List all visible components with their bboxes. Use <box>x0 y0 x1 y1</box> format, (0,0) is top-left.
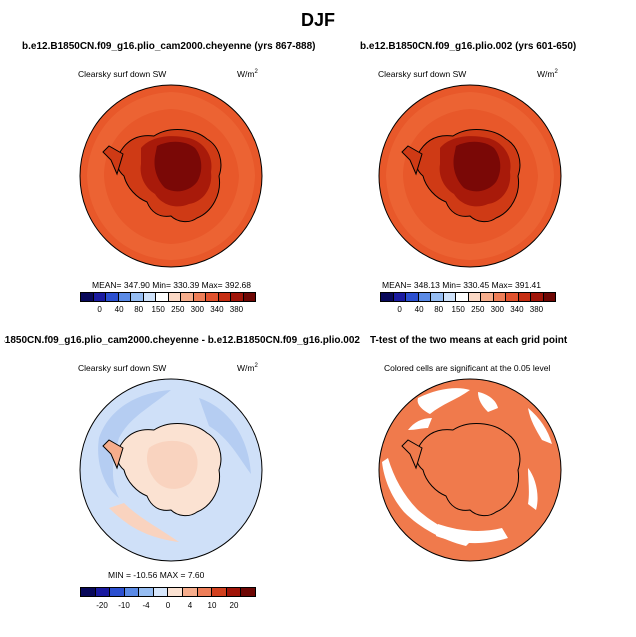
colorbar-cell <box>118 293 131 301</box>
panel2-map <box>378 84 562 268</box>
colorbar-cell <box>124 588 140 596</box>
colorbar-tick-label: 250 <box>171 305 185 314</box>
colorbar-cell <box>443 293 456 301</box>
colorbar-tick-label: 20 <box>229 601 239 610</box>
colorbar-cell <box>183 588 198 596</box>
colorbar-cell <box>181 293 194 301</box>
colorbar-cell <box>212 588 227 596</box>
panel2-variable: Clearsky surf down SW <box>378 69 467 79</box>
panel4-antarctica <box>415 423 521 517</box>
panel1-map <box>79 84 263 268</box>
colorbar-cell <box>110 588 125 596</box>
colorbar-tick-label: 40 <box>114 305 124 314</box>
panel1-variable: Clearsky surf down SW <box>78 69 167 79</box>
panel2-title: b.e12.B1850CN.f09_g16.plio.002 (yrs 601-… <box>360 41 577 52</box>
colorbar-cell <box>418 293 431 301</box>
colorbar-cell <box>153 588 169 596</box>
colorbar-tick-label: 300 <box>190 305 204 314</box>
colorbar-tick-label: 380 <box>229 305 244 314</box>
panel4-map <box>378 378 562 562</box>
colorbar-cell <box>506 293 519 301</box>
colorbar-cell <box>95 588 111 596</box>
colorbar-tick-label: 150 <box>451 305 465 314</box>
colorbar-cell <box>156 293 169 301</box>
colorbar-tick-label: -10 <box>118 601 130 610</box>
colorbar-cell <box>131 293 144 301</box>
colorbar-cell <box>81 588 96 596</box>
colorbar-cell <box>481 293 494 301</box>
panel1-title: b.e12.B1850CN.f09_g16.plio_cam2000.cheye… <box>22 41 316 52</box>
colorbar-tick-label: 80 <box>434 305 444 314</box>
colorbar-cell <box>226 588 242 596</box>
panel1-stats: MEAN= 347.90 Min= 330.39 Max= 392.68 <box>92 280 252 290</box>
colorbar-cell <box>168 588 184 596</box>
panel4-title: T-test of the two means at each grid poi… <box>370 335 568 346</box>
colorbar-cell <box>231 293 244 301</box>
panel3-title: b.e12.B1850CN.f09_g16.plio_cam2000.cheye… <box>4 335 360 346</box>
panel2-stats: MEAN= 348.13 Min= 330.45 Max= 391.41 <box>382 280 542 290</box>
colorbar-tick-label: 0 <box>397 305 402 314</box>
colorbar-cell <box>543 293 555 301</box>
colorbar-cell <box>241 588 255 596</box>
colorbar-tick-label: -20 <box>96 601 108 610</box>
colorbar-cell <box>406 293 419 301</box>
colorbar-cell <box>456 293 469 301</box>
colorbar-cell <box>81 293 94 301</box>
colorbar-cell <box>143 293 156 301</box>
colorbar-tick-label: 340 <box>510 305 524 314</box>
colorbar-tick-label: 0 <box>165 601 171 610</box>
panel3-variable: Clearsky surf down SW <box>78 363 167 373</box>
panel2-units: W/m2 <box>537 69 558 79</box>
figure-title: DJF <box>300 10 335 30</box>
colorbar-tick-label: 380 <box>529 305 544 314</box>
panel3-map <box>79 378 263 562</box>
colorbar-cell <box>218 293 231 301</box>
colorbar-tick-label: 250 <box>471 305 485 314</box>
colorbar-cell <box>206 293 219 301</box>
colorbar-cell <box>431 293 444 301</box>
colorbar-tick-label: 40 <box>414 305 424 314</box>
colorbar-cell <box>93 293 106 301</box>
panel2-colorbar <box>380 292 556 302</box>
colorbar-tick-label: 150 <box>151 305 165 314</box>
colorbar-cell <box>493 293 506 301</box>
panel1-colorbar <box>80 292 256 302</box>
panel4-subtitle: Colored cells are significant at the 0.0… <box>384 363 551 373</box>
colorbar-cell <box>468 293 481 301</box>
colorbar-cell <box>381 293 394 301</box>
colorbar-cell <box>531 293 544 301</box>
panel3-units: W/m2 <box>237 363 258 373</box>
colorbar-cell <box>393 293 406 301</box>
colorbar-cell <box>197 588 213 596</box>
panel3-colorbar <box>80 587 256 597</box>
colorbar-cell <box>243 293 255 301</box>
colorbar-tick-label: 0 <box>97 305 102 314</box>
colorbar-tick-label: 4 <box>187 601 193 610</box>
colorbar-cell <box>168 293 181 301</box>
colorbar-tick-label: 340 <box>210 305 224 314</box>
panel3-stats: MIN = -10.56 MAX = 7.60 <box>108 570 205 580</box>
panel1-units: W/m2 <box>237 69 258 79</box>
colorbar-tick-label: 80 <box>134 305 144 314</box>
colorbar-tick-label: 10 <box>207 601 217 610</box>
colorbar-cell <box>106 293 119 301</box>
colorbar-cell <box>193 293 206 301</box>
colorbar-tick-label: -4 <box>142 601 150 610</box>
colorbar-tick-label: 300 <box>490 305 504 314</box>
colorbar-cell <box>518 293 531 301</box>
colorbar-cell <box>139 588 154 596</box>
